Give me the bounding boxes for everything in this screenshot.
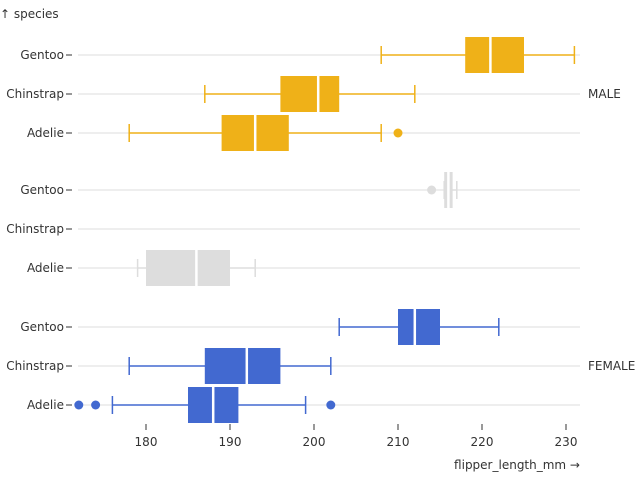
box <box>465 37 524 73</box>
y-tick-label: Adelie <box>27 398 64 412</box>
y-axis-label: ↑ species <box>0 7 59 21</box>
x-tick-label: 210 <box>387 435 410 449</box>
box <box>398 309 440 345</box>
outlier-point <box>91 400 101 410</box>
y-tick-label: Adelie <box>27 126 64 140</box>
x-tick-label: 230 <box>555 435 578 449</box>
y-tick-label: Chinstrap <box>6 222 64 236</box>
box <box>146 250 230 286</box>
outlier-point <box>393 128 403 138</box>
x-tick-label: 190 <box>219 435 242 449</box>
outlier-point <box>427 185 437 195</box>
box <box>204 348 281 384</box>
y-tick-label: Chinstrap <box>6 359 64 373</box>
x-tick-label: 200 <box>303 435 326 449</box>
y-tick-label: Gentoo <box>20 48 64 62</box>
x-tick-label: 220 <box>471 435 494 449</box>
x-tick-label: 180 <box>135 435 158 449</box>
y-tick-label: Adelie <box>27 261 64 275</box>
y-tick-label: Gentoo <box>20 183 64 197</box>
outlier-point <box>326 400 336 410</box>
facet-label: FEMALE <box>588 359 635 373</box>
y-tick-label: Gentoo <box>20 320 64 334</box>
outlier-point <box>74 400 84 410</box>
facet-label: MALE <box>588 87 621 101</box>
x-axis-label: flipper_length_mm → <box>454 458 580 472</box>
y-tick-label: Chinstrap <box>6 87 64 101</box>
box <box>280 76 340 112</box>
